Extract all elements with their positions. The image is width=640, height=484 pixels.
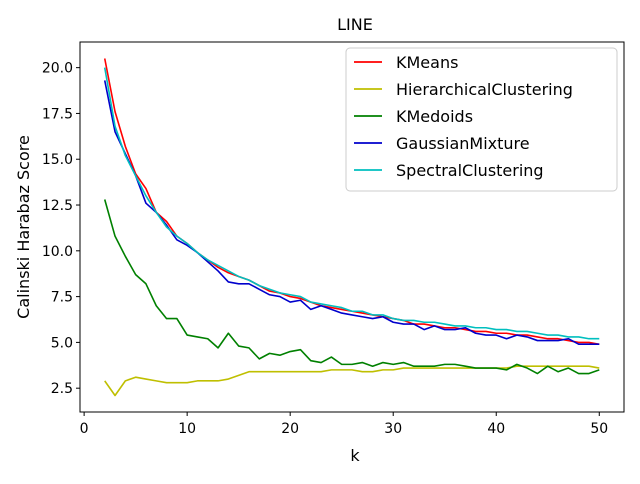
legend-label: HierarchicalClustering	[396, 80, 573, 99]
y-tick-label: 12.5	[42, 198, 73, 214]
legend-label: SpectralClustering	[396, 161, 544, 180]
y-tick-label: 2.5	[51, 381, 73, 397]
y-tick-label: 7.5	[51, 290, 73, 306]
plot-frame	[79, 41, 625, 413]
legend-label: KMedoids	[396, 107, 473, 126]
y-tick-label: 10.0	[42, 244, 73, 260]
x-tick-label: 50	[590, 421, 608, 437]
y-tick-label: 15.0	[42, 152, 73, 168]
legend-label: KMeans	[396, 53, 458, 72]
legend: KMeans HierarchicalClustering KMedoids Gaus…	[345, 47, 618, 192]
x-tick-label: 0	[80, 421, 89, 437]
y-axis-label: Calinski Harabaz Score	[14, 135, 33, 319]
y-tick-label: 17.5	[42, 106, 73, 122]
axes-layer: 0 10 20 30 40 50 2.5 5.0 7.5 10.0 12.5 15.0 17.5 20.0	[42, 61, 608, 437]
x-tick-label: 20	[281, 421, 299, 437]
series-line-kmedoids	[103, 199, 600, 375]
y-tick-label: 20.0	[42, 61, 73, 77]
legend-label: GaussianMixture	[396, 134, 530, 153]
x-tick-label: 30	[384, 421, 402, 437]
x-tick-label: 10	[178, 421, 196, 437]
x-axis-label: k	[350, 446, 360, 465]
x-tick-label: 40	[487, 421, 505, 437]
legend-box	[345, 47, 618, 192]
chart-title: LINE	[337, 15, 373, 34]
series-line-gaussianmixture	[103, 80, 600, 346]
y-tick-label: 5.0	[51, 335, 73, 351]
series-layer	[103, 58, 600, 397]
series-line-hierarchicalclustering	[104, 365, 600, 397]
series-line-spectralclustering	[103, 67, 600, 340]
